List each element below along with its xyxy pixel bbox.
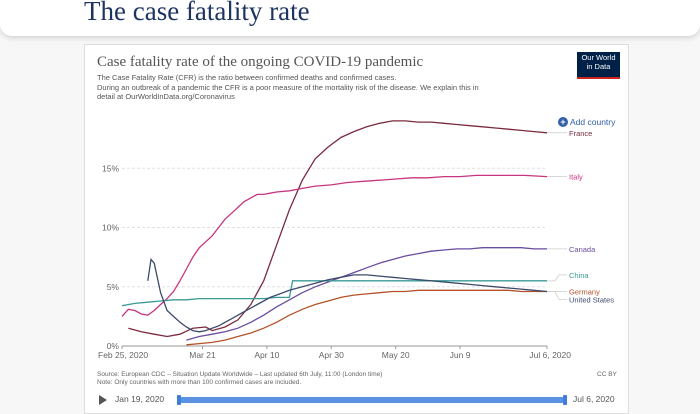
x-tick-label: Mar 21 [189,350,216,360]
chart-footer: Source: European CDC – Situation Update … [97,371,382,387]
inclusion-note: Note: Only countries with more than 100 … [97,379,302,386]
license-link[interactable]: CC BY [597,371,617,378]
x-tick-label: Feb 25, 2020 [98,350,148,360]
chart-subtitle: The Case Fatality Rate (CFR) is the rati… [97,73,557,102]
page-title: The case fatality rate [84,0,310,26]
series-label[interactable]: United States [569,296,614,305]
series-line-germany[interactable] [186,289,547,346]
timeline-slider[interactable]: Jan 19, 2020 Jul 6, 2020 [97,393,620,407]
x-tick-label: Apr 30 [319,350,344,360]
line-chart: 0% 5% 10% 15% Feb 25, 2020 Mar 21 Apr 10 Apr 3… [98,120,614,360]
series-line-italy[interactable] [121,174,548,317]
label-leader [547,291,567,300]
timeline-start-label: Jan 19, 2020 [115,394,165,404]
subtitle-link-line[interactable]: detail at OurWorldInData.org/Coronavirus [97,92,235,101]
y-axis-ticks: 0% 5% 10% 15% [102,163,119,351]
add-country-button[interactable]: + Add country [558,117,615,127]
series-lines [121,120,548,346]
source-note: Source: European CDC – Situation Update … [97,371,383,378]
timeline-start-handle[interactable] [177,395,181,405]
gridlines [122,167,547,347]
chart-title: Case fatality rate of the ongoing COVID-… [97,54,424,70]
y-tick-label: 0% [107,341,120,351]
x-tick-label: Jun 9 [450,350,471,360]
subtitle-line: During an outbreak of a pandemic the CFR… [97,82,479,92]
series-line-united-states[interactable] [147,258,548,333]
timeline-selected-range[interactable] [179,397,565,403]
y-tick-label: 10% [102,223,119,233]
subtitle-line: The Case Fatality Rate (CFR) is the rati… [97,73,397,82]
logo-line: Our World [581,53,616,62]
timeline-end-label: Jul 6, 2020 [573,394,615,404]
plus-icon: + [558,117,568,127]
top-header-bar [0,0,700,36]
x-tick-label: Apr 10 [254,350,279,360]
series-label[interactable]: China [569,271,589,280]
x-axis-ticks: Feb 25, 2020 Mar 21 Apr 10 Apr 30 May 20 Jun … [98,346,571,360]
series-line-china[interactable] [121,280,547,307]
play-icon[interactable] [99,395,107,405]
x-tick-label: Jul 6, 2020 [529,350,571,360]
series-label[interactable]: France [569,129,592,138]
series-label[interactable]: Canada [569,245,596,254]
x-tick-label: May 20 [382,350,410,360]
add-country-label: Add country [570,117,616,127]
logo-line: in Data [586,61,611,71]
series-label[interactable]: Germany [569,288,600,297]
timeline-end-handle[interactable] [563,395,567,405]
y-tick-label: 15% [102,163,119,173]
label-leader [547,274,567,282]
series-line-canada[interactable] [186,247,547,341]
series-line-france[interactable] [128,120,548,338]
y-tick-label: 5% [107,282,120,292]
chart-card: Case fatality rate of the ongoing COVID-… [84,44,629,414]
series-label[interactable]: Italy [569,173,583,182]
owid-logo[interactable]: Our World in Data [577,52,620,79]
